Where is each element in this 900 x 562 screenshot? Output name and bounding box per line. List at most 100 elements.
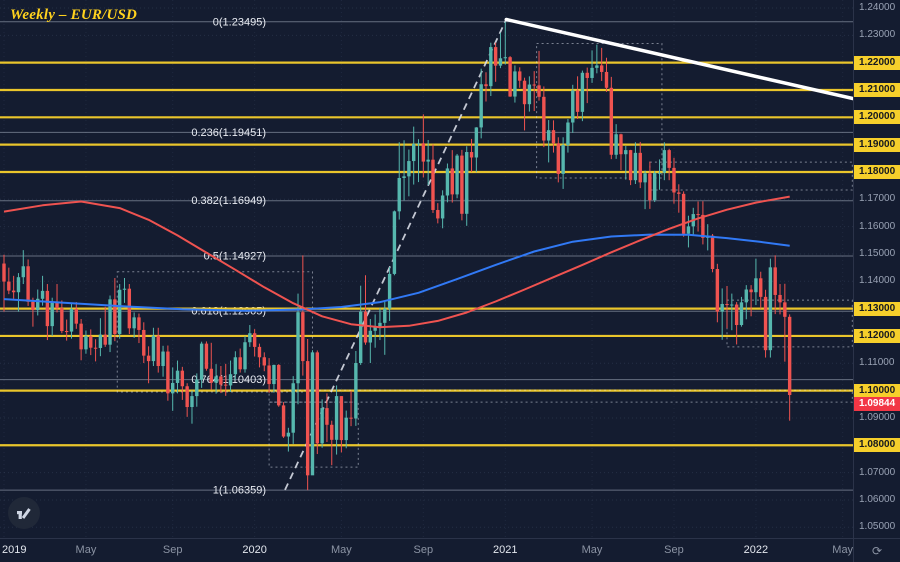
candle-body [55,302,59,309]
candle-body [373,327,377,331]
candle-body [397,177,401,212]
time-axis-month-label: Sep [162,544,183,556]
ma-blue-line[interactable] [3,233,790,312]
candle-body [262,357,266,366]
price-tick-label: 1.06000 [859,493,896,505]
candle-body [643,173,647,183]
candle-body [440,195,445,219]
candle-body [412,143,416,162]
price-tick-label: 1.07000 [859,466,896,478]
candle-body [161,351,165,367]
candle-body [195,379,199,397]
candle-body [489,47,493,87]
dotted-zone-box[interactable] [268,389,853,403]
candle-body [79,323,83,350]
candle-body [257,346,262,358]
candle-body [190,396,194,408]
candle-body [604,71,609,88]
candle-body [609,87,614,155]
candle-body [31,301,35,310]
candle-body [677,192,681,194]
price-level-label: 1.13000 [854,301,900,316]
candle-body [214,376,218,383]
candle-body [320,408,324,444]
price-axis[interactable]: 1.24000 1.23000 1.22000 1.21000 1.20000 1.190… [853,0,900,538]
candle-body [26,266,30,302]
candle-body [402,176,406,178]
price-chart-pane[interactable]: 0(1.23495) 0.236(1.19451) 0.382(1.16949) 0.… [0,0,853,538]
candle-body [21,266,25,278]
candle-body [267,365,271,385]
white-downtrend-line[interactable] [504,17,853,101]
candle-body [778,294,782,303]
price-level-label: 1.22000 [854,55,900,70]
candle-body [527,84,532,105]
axis-settings-icon[interactable]: ⟳ [871,543,883,558]
candle-body [667,150,671,168]
dotted-zone-box[interactable] [116,271,313,393]
fib-label: 0.618(1.12905) [191,306,266,318]
candle-body [286,432,291,437]
candle-body [599,65,604,72]
axis-corner[interactable]: ⟳ [853,538,900,562]
candle-body [325,408,329,425]
candle-body [749,289,753,293]
candle-body [787,316,792,395]
candle-body [431,159,435,210]
key-levels[interactable] [0,61,853,447]
candle-body [175,370,180,383]
candle-body [146,355,151,362]
candle-body [117,289,122,335]
candle-body [407,161,411,177]
candle-body [633,152,638,181]
candle-body [50,302,54,327]
candle-body [272,364,276,385]
candle-body [277,364,281,406]
candle-body [166,351,170,394]
candle-body [11,290,16,293]
time-axis-month-label: Sep [413,544,434,556]
candle-body [710,235,715,270]
candle-body [556,143,560,174]
candle-body [720,303,724,312]
dotted-zone-box[interactable] [268,401,359,468]
candle-body [532,84,536,86]
candle-body [368,330,373,343]
candle-body [469,152,474,158]
candle-body [301,312,305,362]
candle-body [156,335,160,367]
candle-body [773,267,777,295]
candle-body [291,383,295,433]
candle-body [224,384,228,386]
candle-body [89,336,93,348]
time-axis-month-label: May [331,544,352,556]
candle-body [426,159,430,162]
fib-label: 1(1.06359) [213,485,266,497]
candle-body [450,168,454,195]
candle-body [662,150,667,173]
candle-body [421,143,426,162]
candle-body [84,336,88,350]
candle-body [339,396,344,441]
dotted-zone-box[interactable] [649,161,853,191]
fib-retracement[interactable]: 0(1.23495) 0.236(1.19451) 0.382(1.16949) 0.… [0,16,853,497]
candle-body [571,90,575,123]
time-axis-month-label: Sep [664,544,684,556]
tradingview-logo[interactable] [8,497,40,529]
candle-body [465,152,469,214]
candle-body [696,214,700,216]
candle-body [522,80,527,105]
time-axis-year-label: 2022 [743,544,769,556]
candle-body [614,134,618,155]
candle-body [551,130,556,144]
time-axis[interactable]: 2019 May Sep 2020 May Sep 2021 May Sep 2022 May [0,538,853,562]
ma-red-line[interactable] [3,195,790,329]
candle-body [498,58,503,66]
candle-body [648,173,652,201]
candle-body [518,71,522,81]
chart-canvas[interactable]: 0(1.23495) 0.236(1.19451) 0.382(1.16949) 0.… [0,0,853,538]
candle-body [305,361,310,476]
candle-body [354,363,358,419]
candle-body [315,352,319,444]
candle-body [392,211,397,274]
